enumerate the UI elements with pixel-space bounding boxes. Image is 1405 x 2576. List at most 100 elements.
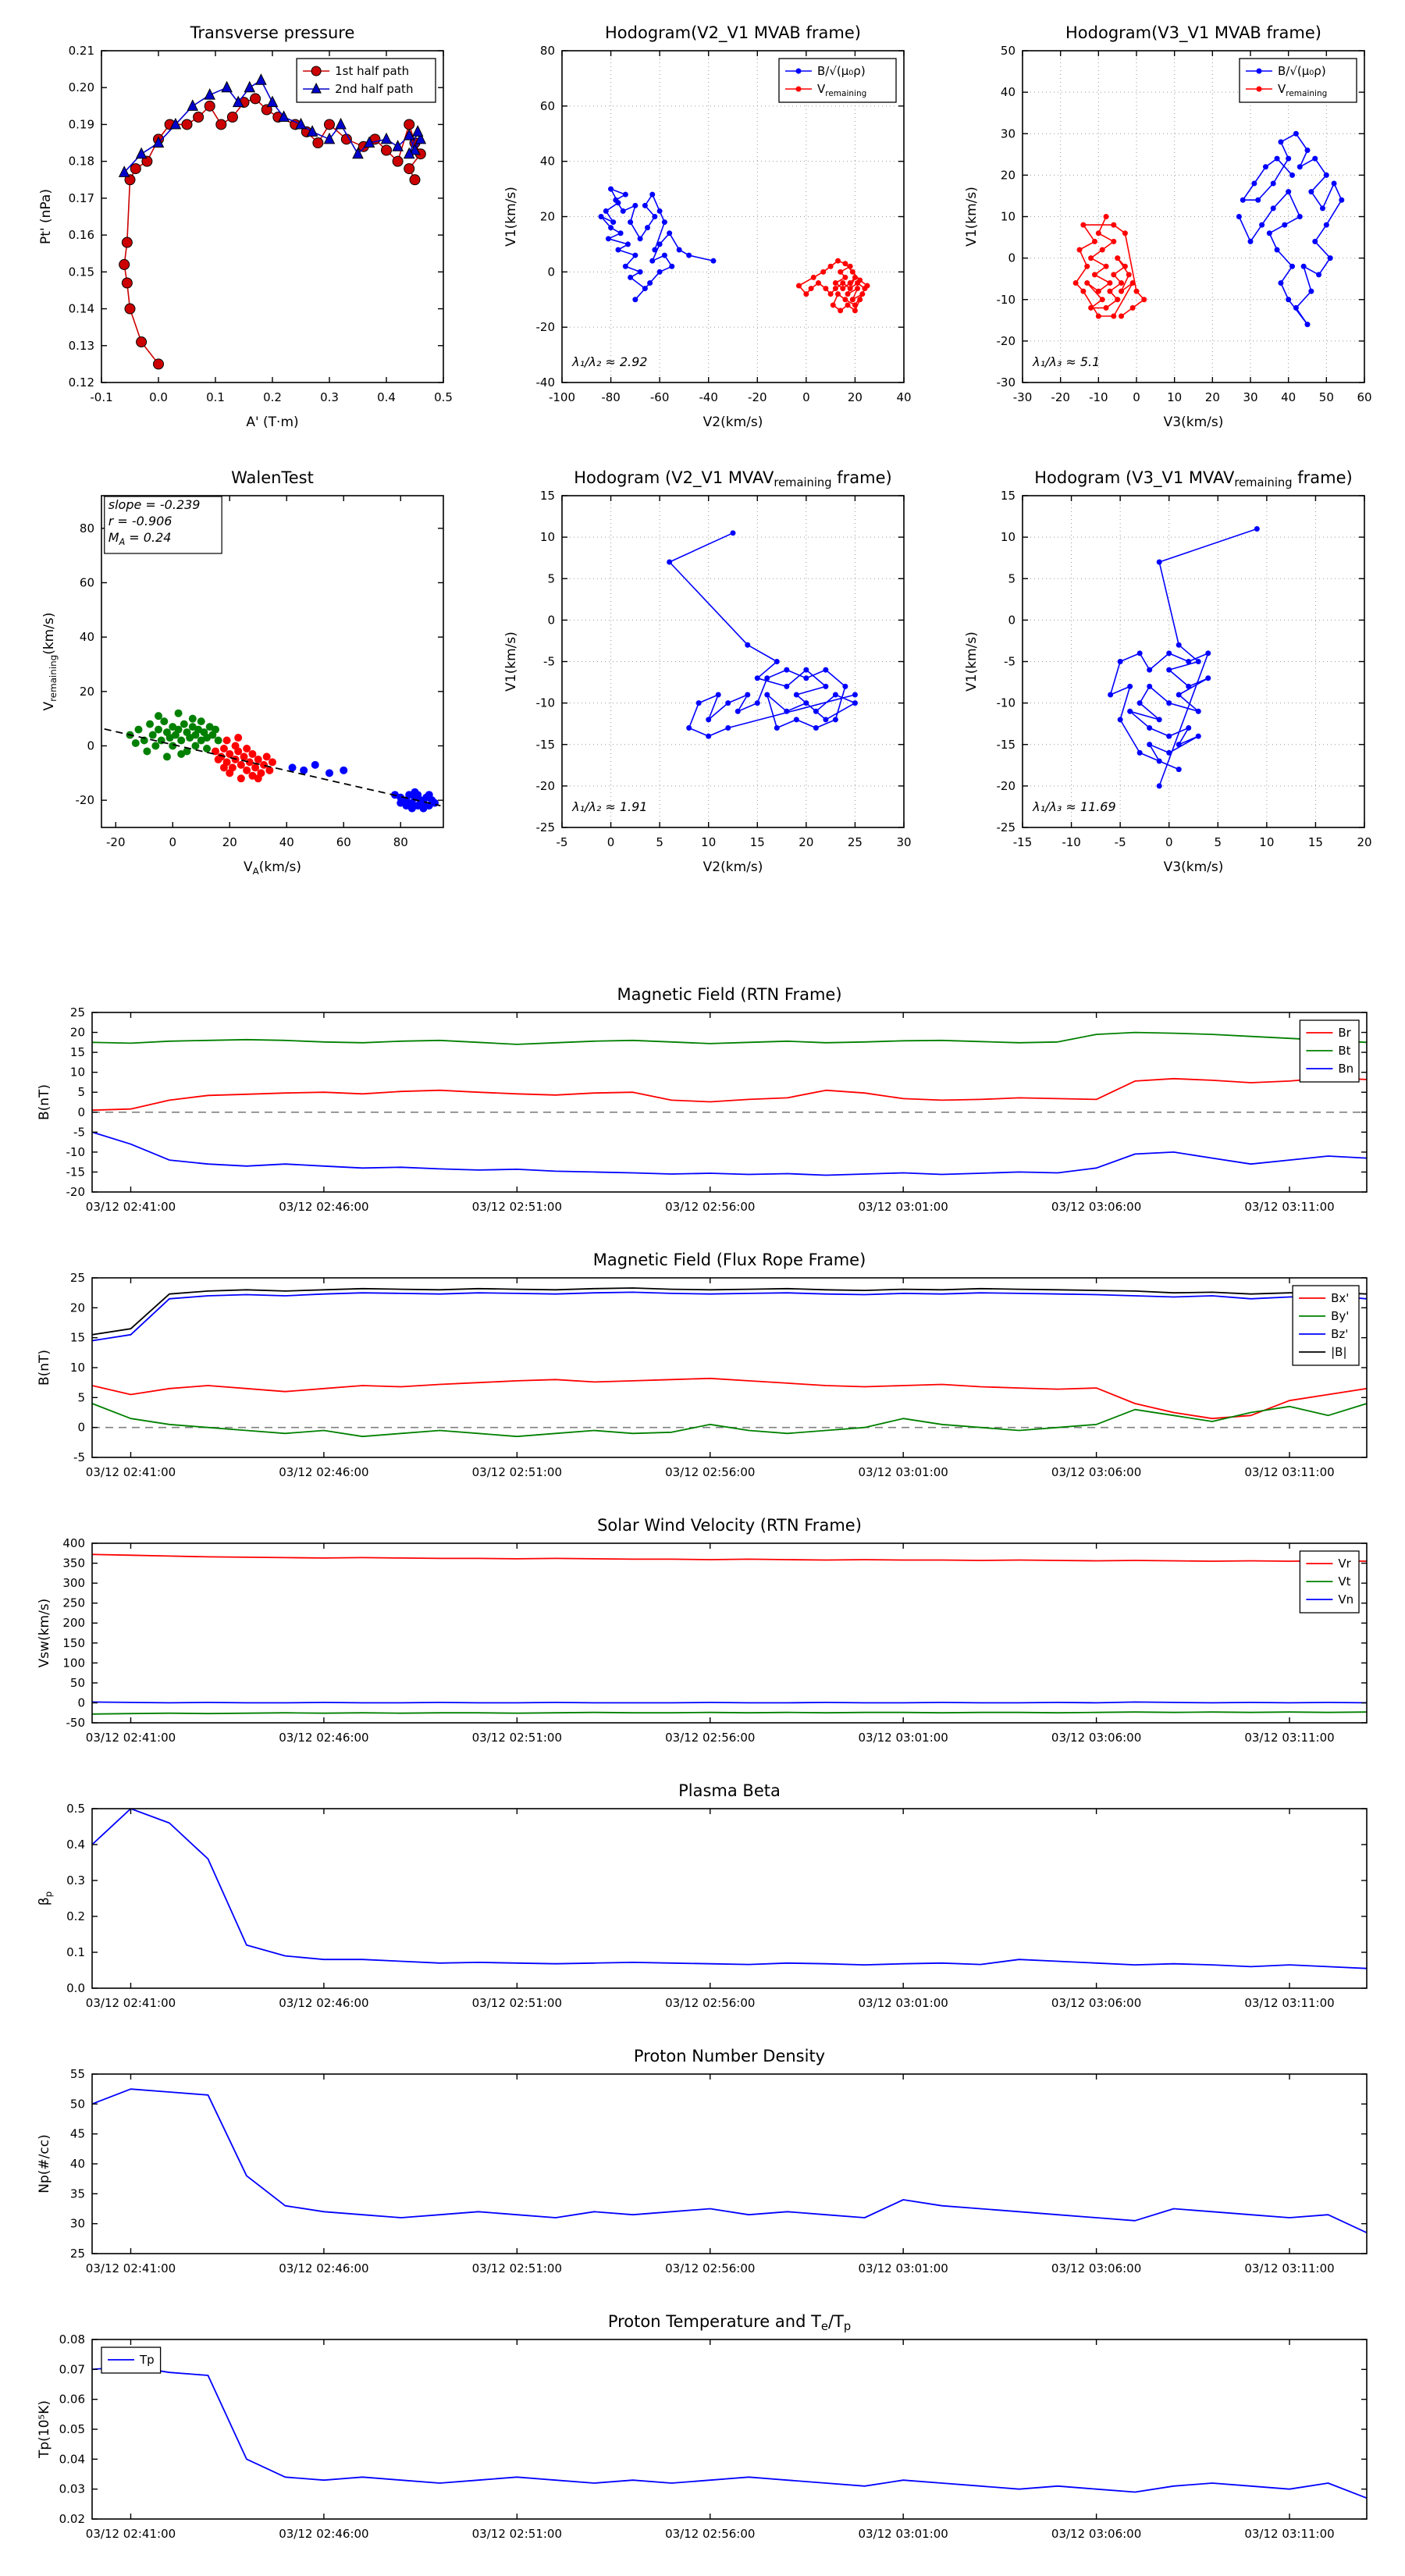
svg-text:0.12: 0.12 (69, 375, 94, 390)
svg-text:0: 0 (77, 1105, 85, 1119)
svg-text:Vt: Vt (1338, 1574, 1350, 1589)
svg-text:35: 35 (70, 2186, 85, 2201)
plasma-beta-chart: 03/12 02:41:00 03/12 02:46:00 03/12 02:51:… (37, 1781, 1368, 2010)
walen-test-chart: -20 0 20 40 60 80 -20 0 20 40 60 80 WalenTest VA(km/s… (41, 468, 444, 877)
svg-text:0.19: 0.19 (69, 117, 94, 131)
svg-text:B/√(μ₀ρ): B/√(μ₀ρ) (1278, 64, 1326, 78)
svg-text:Bz': Bz' (1331, 1327, 1348, 1341)
svg-text:03/12 02:56:00: 03/12 02:56:00 (665, 1996, 755, 2010)
svg-text:λ₁/λ₃ ≈ 11.69: λ₁/λ₃ ≈ 11.69 (1032, 799, 1116, 814)
svg-text:0.02: 0.02 (59, 2512, 85, 2526)
svg-text:03/12 03:01:00: 03/12 03:01:00 (858, 1996, 948, 2010)
svg-text:03/12 03:01:00: 03/12 03:01:00 (858, 1200, 948, 1214)
svg-text:λ₁/λ₂ ≈ 2.92: λ₁/λ₂ ≈ 2.92 (571, 354, 647, 369)
svg-text:0.03: 0.03 (59, 2482, 85, 2496)
svg-text:5: 5 (77, 1390, 85, 1404)
svg-text:03/12 03:01:00: 03/12 03:01:00 (858, 2527, 948, 2541)
svg-text:03/12 03:11:00: 03/12 03:11:00 (1244, 1465, 1334, 1479)
svg-text:55: 55 (70, 2067, 85, 2081)
svg-text:20: 20 (1001, 168, 1016, 182)
svg-text:V2(km/s): V2(km/s) (703, 859, 763, 875)
svg-text:0.07: 0.07 (59, 2362, 85, 2376)
svg-text:50: 50 (70, 2097, 85, 2111)
svg-text:03/12 02:51:00: 03/12 02:51:00 (472, 1996, 562, 2010)
svg-text:0.08: 0.08 (59, 2332, 85, 2347)
svg-text:250: 250 (62, 1596, 85, 1610)
svg-text:10: 10 (1167, 390, 1182, 404)
svg-text:0: 0 (547, 613, 555, 627)
svg-text:20: 20 (70, 1026, 85, 1040)
hodogram-v3v1-mvab-panel: -30 -20 -10 0 10 20 30 40 50 60 -30 -20 -10 0 10 20 30 40… (948, 12, 1382, 437)
svg-text:-10: -10 (536, 696, 556, 710)
hodogram-v3v1-mvab-chart: -30 -20 -10 0 10 20 30 40 50 60 -30 -20 -10 0 10 20 30 40… (964, 23, 1372, 430)
svg-text:350: 350 (62, 1557, 85, 1571)
svg-text:0.16: 0.16 (69, 228, 94, 242)
svg-text:0.17: 0.17 (69, 191, 94, 205)
magnetic-field-rtn-chart: 03/12 02:41:00 03/12 02:46:00 03/12 02:51:… (37, 985, 1368, 1214)
svg-text:-40: -40 (536, 375, 556, 390)
svg-text:03/12 02:46:00: 03/12 02:46:00 (279, 2527, 368, 2541)
hodogram-v3v1-mvav-panel: -15 -10 -5 0 5 10 15 20 -25 -20 -15 -10 -5 0 5 10 15 Hodo… (948, 457, 1382, 882)
svg-text:10: 10 (70, 1066, 85, 1080)
svg-text:Vremaining: Vremaining (817, 82, 866, 98)
svg-text:|B|: |B| (1331, 1345, 1346, 1359)
svg-text:03/12 02:51:00: 03/12 02:51:00 (472, 1200, 562, 1214)
svg-text:-10: -10 (1062, 835, 1081, 849)
svg-text:Hodogram (V3_V1 MVAVremaining: Hodogram (V3_V1 MVAVremaining frame) (1034, 468, 1352, 489)
svg-text:60: 60 (540, 99, 555, 113)
svg-text:-40: -40 (699, 390, 718, 404)
svg-text:0.4: 0.4 (377, 390, 396, 404)
svg-text:V2(km/s): V2(km/s) (703, 415, 763, 430)
svg-text:V1(km/s): V1(km/s) (503, 632, 519, 692)
svg-text:5: 5 (1008, 571, 1016, 585)
svg-text:-25: -25 (536, 820, 556, 834)
svg-text:0.18: 0.18 (69, 155, 94, 169)
svg-text:0.06: 0.06 (59, 2393, 85, 2407)
svg-text:03/12 03:11:00: 03/12 03:11:00 (1244, 1200, 1334, 1214)
svg-text:-20: -20 (106, 835, 126, 849)
svg-text:0.20: 0.20 (69, 80, 94, 94)
svg-text:03/12 02:46:00: 03/12 02:46:00 (279, 1465, 368, 1479)
svg-text:30: 30 (1243, 390, 1257, 404)
svg-text:-15: -15 (997, 738, 1016, 752)
svg-text:03/12 02:41:00: 03/12 02:41:00 (86, 2527, 176, 2541)
svg-text:15: 15 (70, 1331, 85, 1345)
hodogram-v2v1-mvav-panel: -5 0 5 10 15 20 25 30 -25 -20 -15 -10 -5 0 5 10 15 Hodogr… (488, 457, 921, 882)
svg-text:200: 200 (62, 1616, 85, 1630)
svg-text:Hodogram(V3_V1 MVAB frame): Hodogram(V3_V1 MVAB frame) (1065, 23, 1321, 43)
svg-text:-0.1: -0.1 (90, 390, 112, 404)
svg-text:400: 400 (62, 1536, 85, 1550)
svg-text:Vremaining(km/s): Vremaining(km/s) (41, 613, 59, 711)
svg-text:0.0: 0.0 (66, 1981, 85, 1995)
svg-text:40: 40 (70, 2157, 85, 2171)
magnetic-field-flux-rope-panel: 03/12 02:41:00 03/12 02:46:00 03/12 02:51:… (31, 1245, 1378, 1495)
svg-text:0.2: 0.2 (66, 1909, 85, 1923)
svg-text:03/12 02:41:00: 03/12 02:41:00 (86, 1200, 176, 1214)
svg-text:03/12 02:46:00: 03/12 02:46:00 (279, 1200, 368, 1214)
svg-text:03/12 03:11:00: 03/12 03:11:00 (1244, 1996, 1334, 2010)
svg-text:03/12 02:41:00: 03/12 02:41:00 (86, 2261, 176, 2275)
svg-text:03/12 03:06:00: 03/12 03:06:00 (1051, 2261, 1141, 2275)
svg-text:0.21: 0.21 (69, 44, 94, 58)
svg-text:03/12 03:06:00: 03/12 03:06:00 (1051, 1200, 1141, 1214)
svg-text:-5: -5 (543, 655, 555, 669)
svg-text:03/12 02:51:00: 03/12 02:51:00 (472, 1731, 562, 1745)
svg-text:-5: -5 (1004, 655, 1016, 669)
proton-density-chart: 03/12 02:41:00 03/12 02:46:00 03/12 02:51:… (37, 2047, 1368, 2275)
svg-text:25: 25 (70, 2247, 85, 2261)
svg-text:Vremaining: Vremaining (1278, 82, 1327, 98)
svg-text:03/12 02:56:00: 03/12 02:56:00 (665, 1465, 755, 1479)
svg-text:B(nT): B(nT) (37, 1084, 52, 1120)
svg-text:0.04: 0.04 (59, 2452, 85, 2466)
svg-text:-20: -20 (1051, 390, 1070, 404)
svg-text:300: 300 (62, 1576, 85, 1590)
svg-text:10: 10 (540, 530, 555, 544)
svg-text:VA(km/s): VA(km/s) (244, 859, 301, 877)
magnetic-field-rtn-panel: 03/12 02:41:00 03/12 02:46:00 03/12 02:51:… (31, 980, 1378, 1229)
svg-text:10: 10 (1001, 210, 1016, 224)
svg-text:20: 20 (222, 835, 237, 849)
svg-text:20: 20 (1357, 835, 1371, 849)
svg-text:15: 15 (750, 835, 765, 849)
svg-text:03/12 02:41:00: 03/12 02:41:00 (86, 1731, 176, 1745)
svg-text:0.3: 0.3 (66, 1873, 85, 1888)
